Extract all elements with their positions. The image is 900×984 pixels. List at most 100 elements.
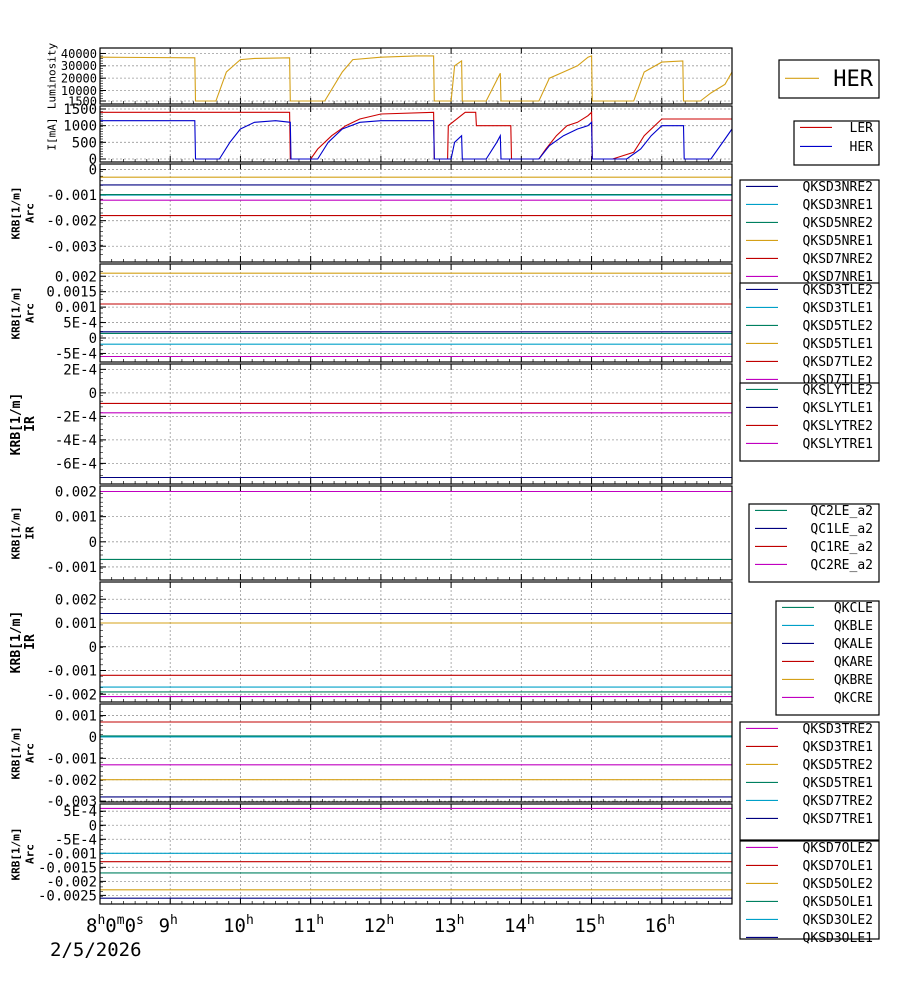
y-axis-label: KRB[1/m] bbox=[9, 287, 22, 340]
legend-box bbox=[739, 179, 880, 299]
ytick-label-3: 20000 bbox=[61, 71, 97, 85]
series-line-her bbox=[100, 120, 733, 160]
ytick-label-3: -2E-4 bbox=[55, 409, 97, 425]
ytick-label-2: 0.0015 bbox=[46, 285, 97, 301]
ytick-label-4: -0.003 bbox=[46, 239, 97, 255]
legend-label-qkare: QKARE bbox=[834, 655, 873, 670]
y-axis-label: KRB[1/m] bbox=[9, 611, 24, 674]
ytick-label-1: 0.002 bbox=[55, 592, 97, 608]
legend-label-qksd3ole2: QKSD3OLE2 bbox=[803, 913, 873, 928]
legend: QKCLE QKBLE QKALE QKARE QKBRE QKCRE bbox=[775, 600, 880, 716]
y-axis-label: Luminosity bbox=[45, 43, 58, 110]
ytick-label-6: -0.002 bbox=[46, 874, 97, 890]
legend: LER HER bbox=[793, 120, 880, 166]
legend-label-qksd5ole2: QKSD5OLE2 bbox=[803, 877, 873, 892]
ytick-label-4: 10000 bbox=[61, 84, 97, 98]
ytick-label-2: -0.001 bbox=[46, 188, 97, 204]
ytick-label-3: 0 bbox=[89, 640, 97, 656]
xtick-label-7: 15h bbox=[574, 913, 605, 937]
legend-label-qkslytre1: QKSLYTRE1 bbox=[803, 437, 873, 452]
panel-9: 5E-40-5E-4-0.001-0.0015-0.002-0.0025 KRB[… bbox=[9, 803, 880, 946]
ytick-label-3: -0.002 bbox=[46, 214, 97, 230]
ytick-label-3: 0 bbox=[89, 535, 97, 551]
series-line-her bbox=[99, 55, 733, 102]
y-axis-sublabel: IR bbox=[23, 416, 38, 432]
legend: QKSD7OLE2 QKSD7OLE1 QKSD5OLE2 QKSD5OLE1 QKSD… bbox=[739, 840, 880, 946]
panel-6: 0.002 0.001 0 -0.001 KRB[1/m] IR QC2LE_a2 QC1LE… bbox=[9, 485, 880, 583]
y-axis-label: I[mA] bbox=[45, 117, 58, 150]
legend-label-qksd7tre2: QKSD7TRE2 bbox=[803, 794, 873, 809]
legend-label-qkcre: QKCRE bbox=[834, 691, 873, 706]
ytick-label-3: -5E-4 bbox=[55, 832, 97, 848]
xtick-label-3: 11h bbox=[293, 913, 324, 937]
ytick-label-2: 0 bbox=[89, 818, 97, 834]
ytick-label-1: 0.002 bbox=[55, 485, 97, 501]
ytick-label-1: 2E-4 bbox=[63, 362, 97, 378]
ytick-label-1: 0.001 bbox=[55, 709, 97, 725]
legend-box bbox=[778, 59, 880, 99]
ytick-label-5: -0.002 bbox=[46, 687, 97, 703]
y-axis-sublabel: Arc bbox=[23, 743, 36, 763]
plot-frame bbox=[99, 163, 733, 263]
legend-label-qc2re_a2: QC2RE_a2 bbox=[810, 558, 873, 573]
plot-frame bbox=[99, 485, 733, 581]
legend-label-qksd3tle2: QKSD3TLE2 bbox=[803, 283, 873, 298]
plot-frame bbox=[99, 581, 733, 703]
plot-frame bbox=[99, 47, 733, 105]
legend-box bbox=[739, 840, 880, 940]
legend-label-qksd5tre1: QKSD5TRE1 bbox=[803, 776, 873, 791]
legend: QKSD3TLE2 QKSD3TLE1 QKSD5TLE2 QKSD5TLE1 QKSD… bbox=[739, 282, 880, 402]
y-axis-sublabel: Arc bbox=[23, 303, 36, 323]
panel-8: 0.001 0 -0.001 -0.002 -0.003 KRB[1/m] Arc QKSD3… bbox=[9, 703, 880, 841]
legend-label-qksd7nre1: QKSD7NRE1 bbox=[803, 270, 873, 285]
ytick-label-5: 1500 bbox=[68, 94, 97, 108]
y-axis-sublabel: Arc bbox=[23, 203, 36, 223]
ytick-label-7: -0.0025 bbox=[38, 888, 97, 904]
ytick-label-4: -4E-4 bbox=[55, 433, 97, 449]
legend-label-qc1re_a2: QC1RE_a2 bbox=[810, 540, 873, 555]
xtick-label-4: 12h bbox=[364, 913, 395, 937]
legend: QKSD3TRE2 QKSD3TRE1 QKSD5TRE2 QKSD5TRE1 QKSD… bbox=[739, 721, 880, 841]
y-axis-sublabel: IR bbox=[23, 526, 36, 540]
legend-label-qc1le_a2: QC1LE_a2 bbox=[810, 522, 873, 537]
legend-box bbox=[748, 503, 880, 583]
plot-frame bbox=[99, 105, 733, 163]
y-axis-label: KRB[1/m] bbox=[9, 187, 22, 240]
legend-label-qksd5nre2: QKSD5NRE2 bbox=[803, 216, 873, 231]
legend-label-qkale: QKALE bbox=[834, 637, 873, 652]
ytick-label-4: -0.001 bbox=[46, 560, 97, 576]
legend-label-qksd5tle2: QKSD5TLE2 bbox=[803, 319, 873, 334]
ytick-label-5: -6E-4 bbox=[55, 456, 97, 472]
legend-label-ler: LER bbox=[850, 121, 874, 136]
ytick-label-1: 5E-4 bbox=[63, 804, 97, 820]
legend-label-qksd3tle1: QKSD3TLE1 bbox=[803, 301, 873, 316]
y-axis-label: KRB[1/m] bbox=[9, 507, 22, 560]
plot-frame bbox=[99, 363, 733, 485]
legend-label-qkble: QKBLE bbox=[834, 619, 873, 634]
y-axis-label: KRB[1/m] bbox=[9, 393, 24, 456]
ytick-label-5: 0 bbox=[89, 331, 97, 347]
x-origin-label: 8h0m0s bbox=[86, 913, 144, 937]
legend-box bbox=[775, 600, 880, 716]
y-axis-label: KRB[1/m] bbox=[9, 727, 22, 780]
ytick-label-1: 1500 bbox=[63, 102, 97, 118]
y-axis-sublabel: IR bbox=[23, 634, 38, 650]
legend-label-qkslytre2: QKSLYTRE2 bbox=[803, 419, 873, 434]
legend-label-qkbre: QKBRE bbox=[834, 673, 873, 688]
ytick-label-1: 0 bbox=[89, 163, 97, 179]
ytick-label-4: 5E-4 bbox=[63, 316, 97, 332]
ytick-label-4: -0.002 bbox=[46, 773, 97, 789]
xtick-label-2: 10h bbox=[223, 913, 254, 937]
xtick-label-6: 14h bbox=[504, 913, 535, 937]
legend-label-qksd3tre2: QKSD3TRE2 bbox=[803, 722, 873, 737]
ytick-label-2: 0 bbox=[89, 730, 97, 746]
legend-label-qksd7tre1: QKSD7TRE1 bbox=[803, 812, 873, 827]
